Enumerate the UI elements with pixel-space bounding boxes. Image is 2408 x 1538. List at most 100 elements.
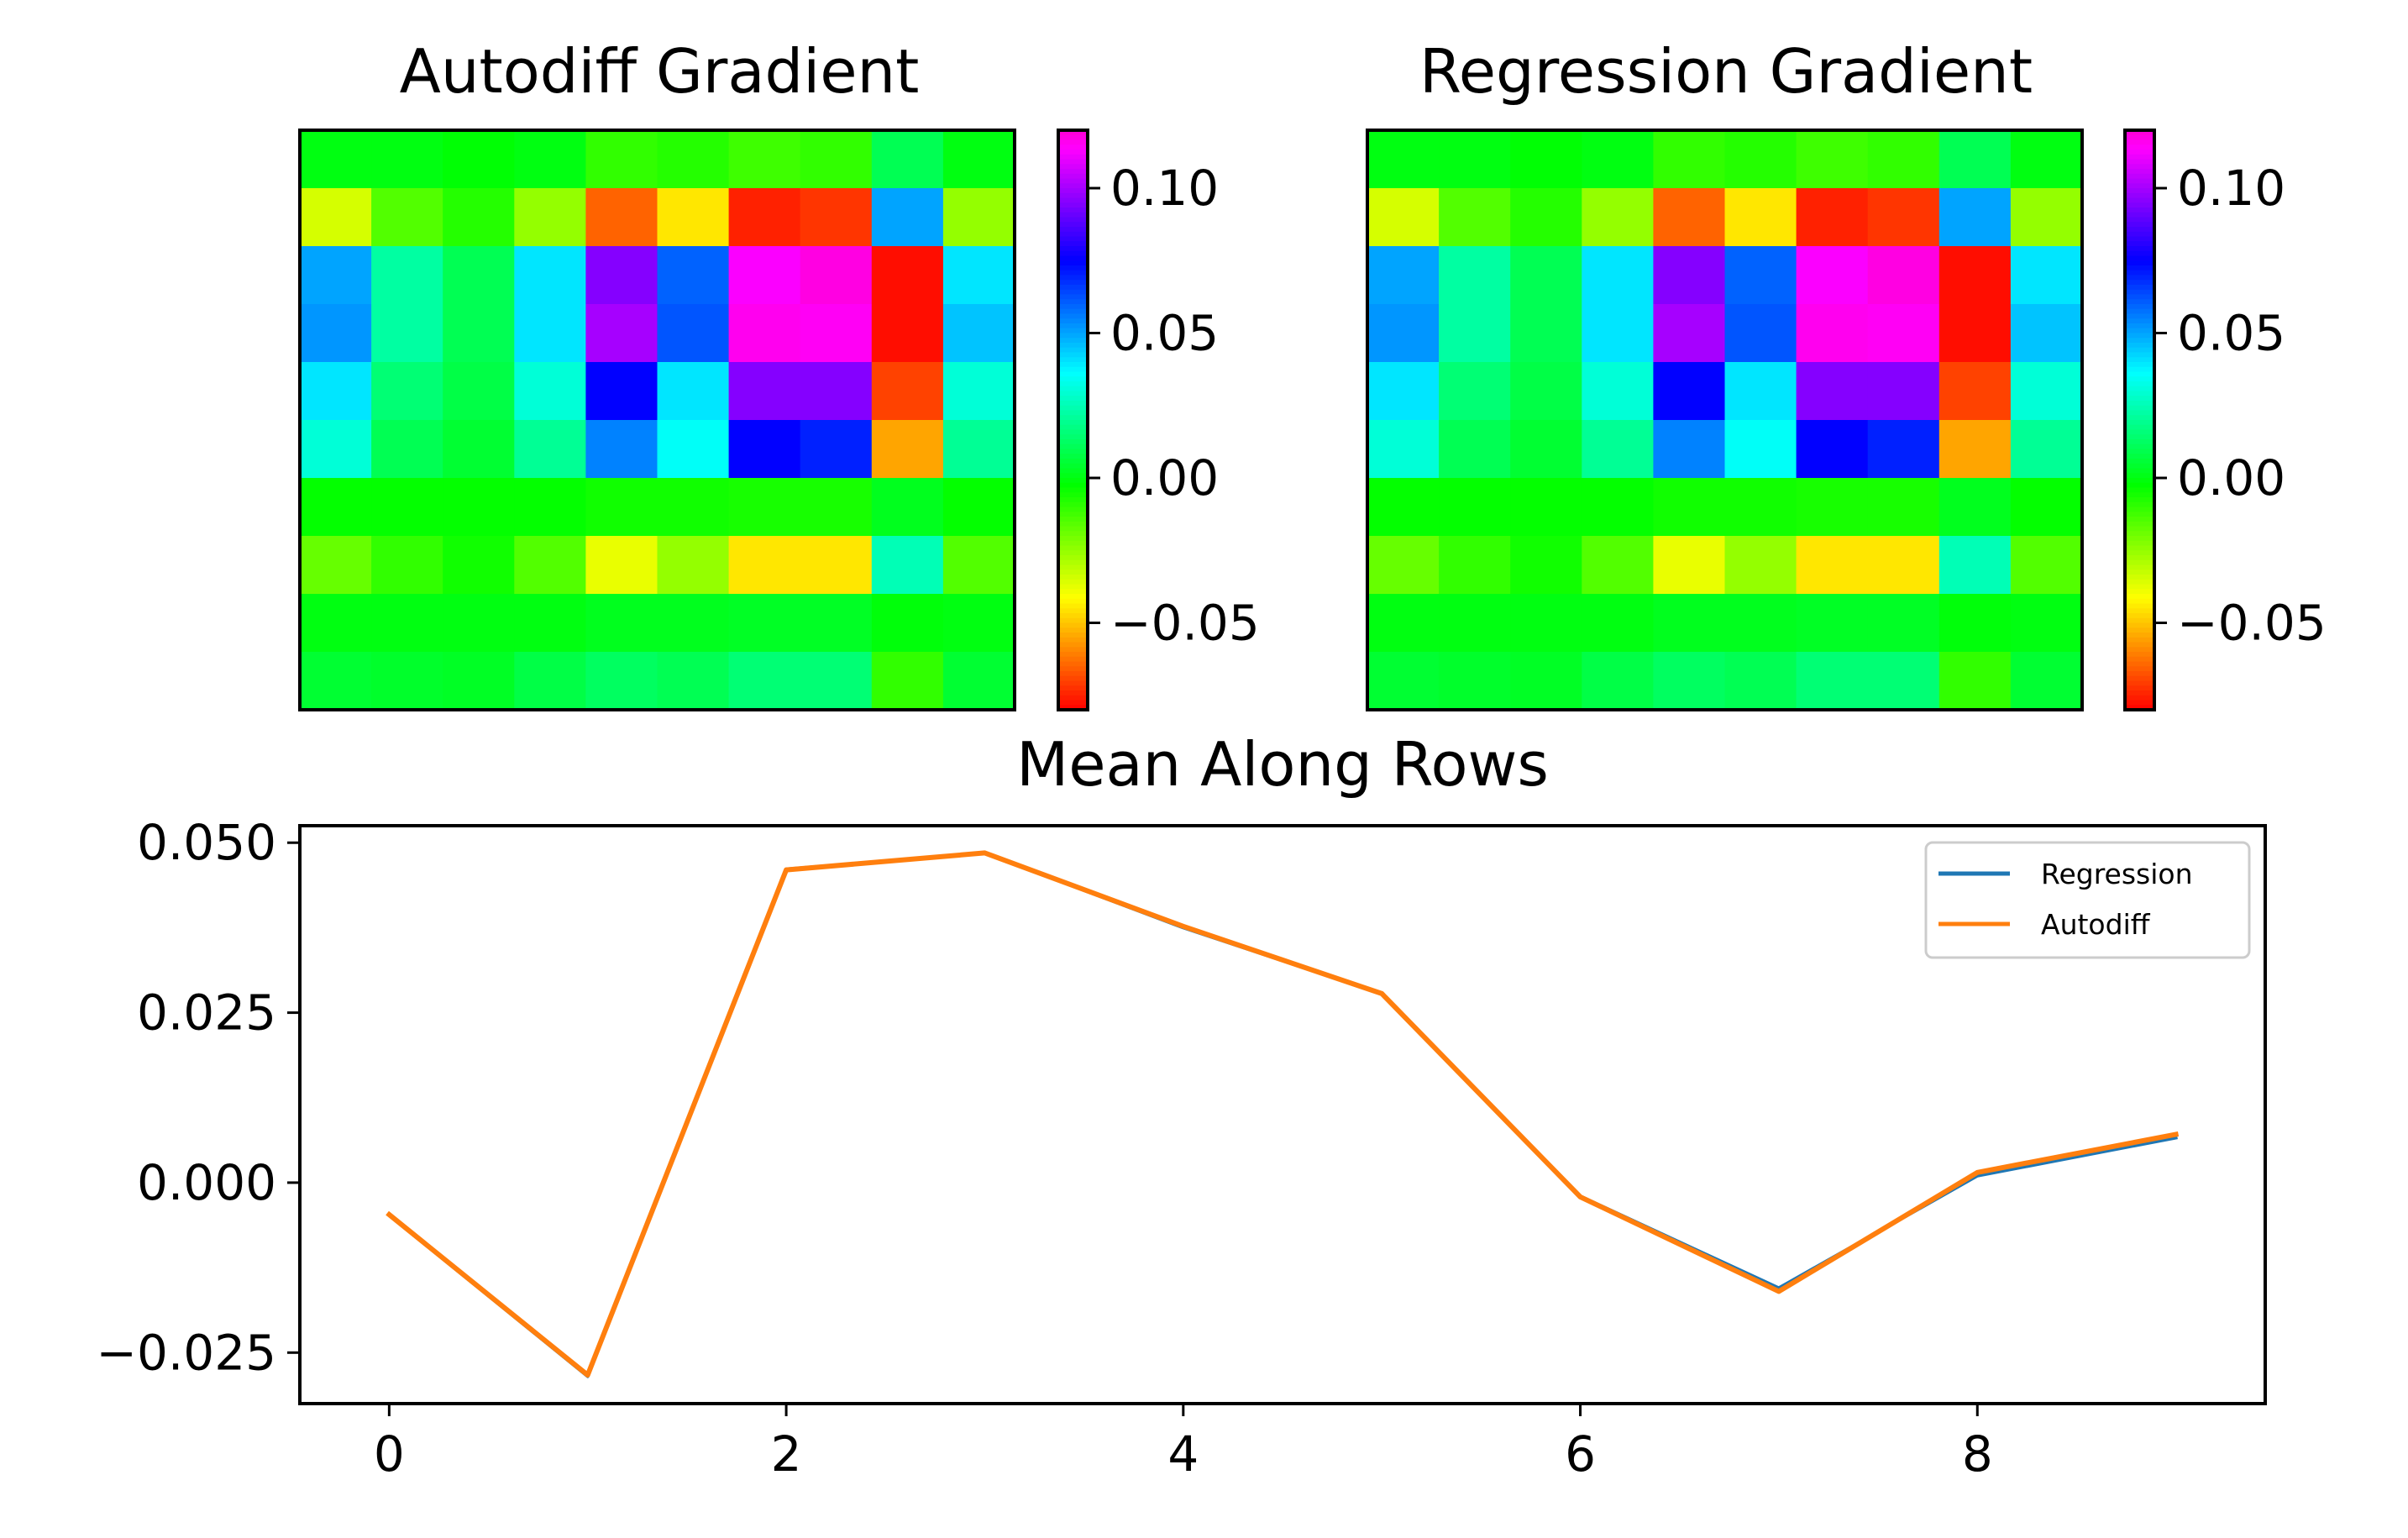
colorbar-segment [1058, 627, 1088, 633]
heatmap-cell [1867, 420, 1940, 479]
colorbar-segment [1058, 473, 1088, 479]
heatmap-cell [657, 652, 730, 711]
colorbar-autodiff-strip [1058, 130, 1088, 711]
colorbar-segment [1058, 675, 1088, 682]
heatmap-regression-frame [1366, 129, 2084, 711]
colorbar-segment [1058, 492, 1088, 498]
heatmap-cell [585, 362, 658, 421]
colorbar-segment [2125, 241, 2154, 247]
colorbar-segment [1058, 410, 1088, 417]
heatmap-cell [1724, 362, 1797, 421]
colorbar-segment [1058, 366, 1088, 373]
colorbar-segment [2125, 680, 2154, 687]
heatmap-cell [514, 420, 586, 479]
colorbar-segment [1058, 338, 1088, 344]
colorbar-tick-label: 0.05 [1110, 305, 1219, 362]
colorbar-segment [2125, 207, 2154, 213]
heatmap-cell [300, 188, 372, 247]
heatmap-cell [1938, 536, 2012, 595]
heatmap-cell [585, 188, 658, 247]
heatmap-cell [800, 362, 873, 421]
colorbar-segment [2125, 289, 2154, 296]
colorbar-segment [2125, 705, 2154, 711]
colorbar-segment [1058, 343, 1088, 349]
heatmap-cell [1653, 246, 1726, 305]
colorbar-segment [2125, 192, 2154, 199]
heatmap-cell [300, 478, 372, 537]
heatmap-cell [1510, 362, 1582, 421]
colorbar-autodiff-frame [1057, 129, 1089, 711]
colorbar-segment [2125, 594, 2154, 600]
heatmap-cell [942, 652, 1015, 711]
heatmap-cell [942, 420, 1015, 479]
colorbar-segment [1058, 575, 1088, 580]
colorbar-segment [1058, 666, 1088, 672]
heatmap-cell [371, 130, 443, 189]
heatmap-cell [2010, 362, 2083, 421]
heatmap-cell [514, 536, 586, 595]
colorbar-segment [1058, 434, 1088, 440]
colorbar-segment [1058, 280, 1088, 286]
heatmap-cell [514, 478, 586, 537]
heatmap-cell [514, 130, 586, 189]
colorbar-segment [2125, 347, 2154, 354]
heatmap-cell [443, 478, 515, 537]
heatmap-cell [1439, 652, 1511, 711]
heatmap-cell [1724, 420, 1797, 479]
heatmap-cell [800, 594, 873, 653]
heatmap-cell [728, 304, 801, 363]
heatmap-cell [443, 420, 515, 479]
colorbar-segment [2125, 178, 2154, 185]
heatmap-cell [657, 188, 730, 247]
heatmap-cell [942, 536, 1015, 595]
colorbar-segment [1058, 212, 1088, 218]
x-tick-label: 8 [1962, 1425, 1993, 1483]
colorbar-segment [2125, 531, 2154, 537]
colorbar-segment [2125, 603, 2154, 610]
colorbar-segment [1058, 487, 1088, 494]
heatmap-cell [300, 130, 372, 189]
colorbar-segment [1058, 647, 1088, 653]
colorbar-segment [2125, 386, 2154, 392]
heatmap-cell [443, 304, 515, 363]
heatmap-cell [942, 304, 1015, 363]
heatmap-cell [1510, 536, 1582, 595]
heatmap-cell [1439, 188, 1511, 247]
heatmap-cell [514, 304, 586, 363]
colorbar-segment [2125, 150, 2154, 155]
colorbar-segment [2125, 222, 2154, 228]
heatmap-cell [871, 420, 944, 479]
colorbar-segment [1058, 169, 1088, 175]
colorbar-segment [2125, 255, 2154, 262]
colorbar-segment [1058, 661, 1088, 668]
colorbar-segment [1058, 424, 1088, 431]
colorbar-segment [2125, 159, 2154, 165]
heatmap-cell [443, 130, 515, 189]
heatmap-cell [371, 652, 443, 711]
heatmap-cell [1724, 246, 1797, 305]
legend-label-autodiff: Autodiff [2041, 908, 2151, 941]
colorbar-segment [1058, 608, 1088, 614]
colorbar-segment [2125, 559, 2154, 566]
colorbar-segment [1058, 130, 1088, 136]
colorbar-segment [2125, 333, 2154, 339]
colorbar-segment [1058, 690, 1088, 696]
heatmap-cell [2010, 478, 2083, 537]
colorbar-segment [2125, 575, 2154, 580]
heatmap-cell [371, 420, 443, 479]
colorbar-segment [1058, 308, 1088, 315]
colorbar-segment [1058, 482, 1088, 489]
colorbar-segment [2125, 308, 2154, 315]
colorbar-segment [2125, 362, 2154, 368]
colorbar-segment [1058, 656, 1088, 663]
colorbar-segment [1058, 362, 1088, 368]
colorbar-segment [1058, 150, 1088, 155]
heatmap-cell [942, 362, 1015, 421]
heatmap-cell [371, 188, 443, 247]
colorbar-segment [1058, 501, 1088, 508]
heatmap-cell [1724, 304, 1797, 363]
colorbar-segment [2125, 139, 2154, 146]
colorbar-segment [1058, 371, 1088, 378]
colorbar-segment [2125, 371, 2154, 378]
colorbar-segment [1058, 246, 1088, 252]
